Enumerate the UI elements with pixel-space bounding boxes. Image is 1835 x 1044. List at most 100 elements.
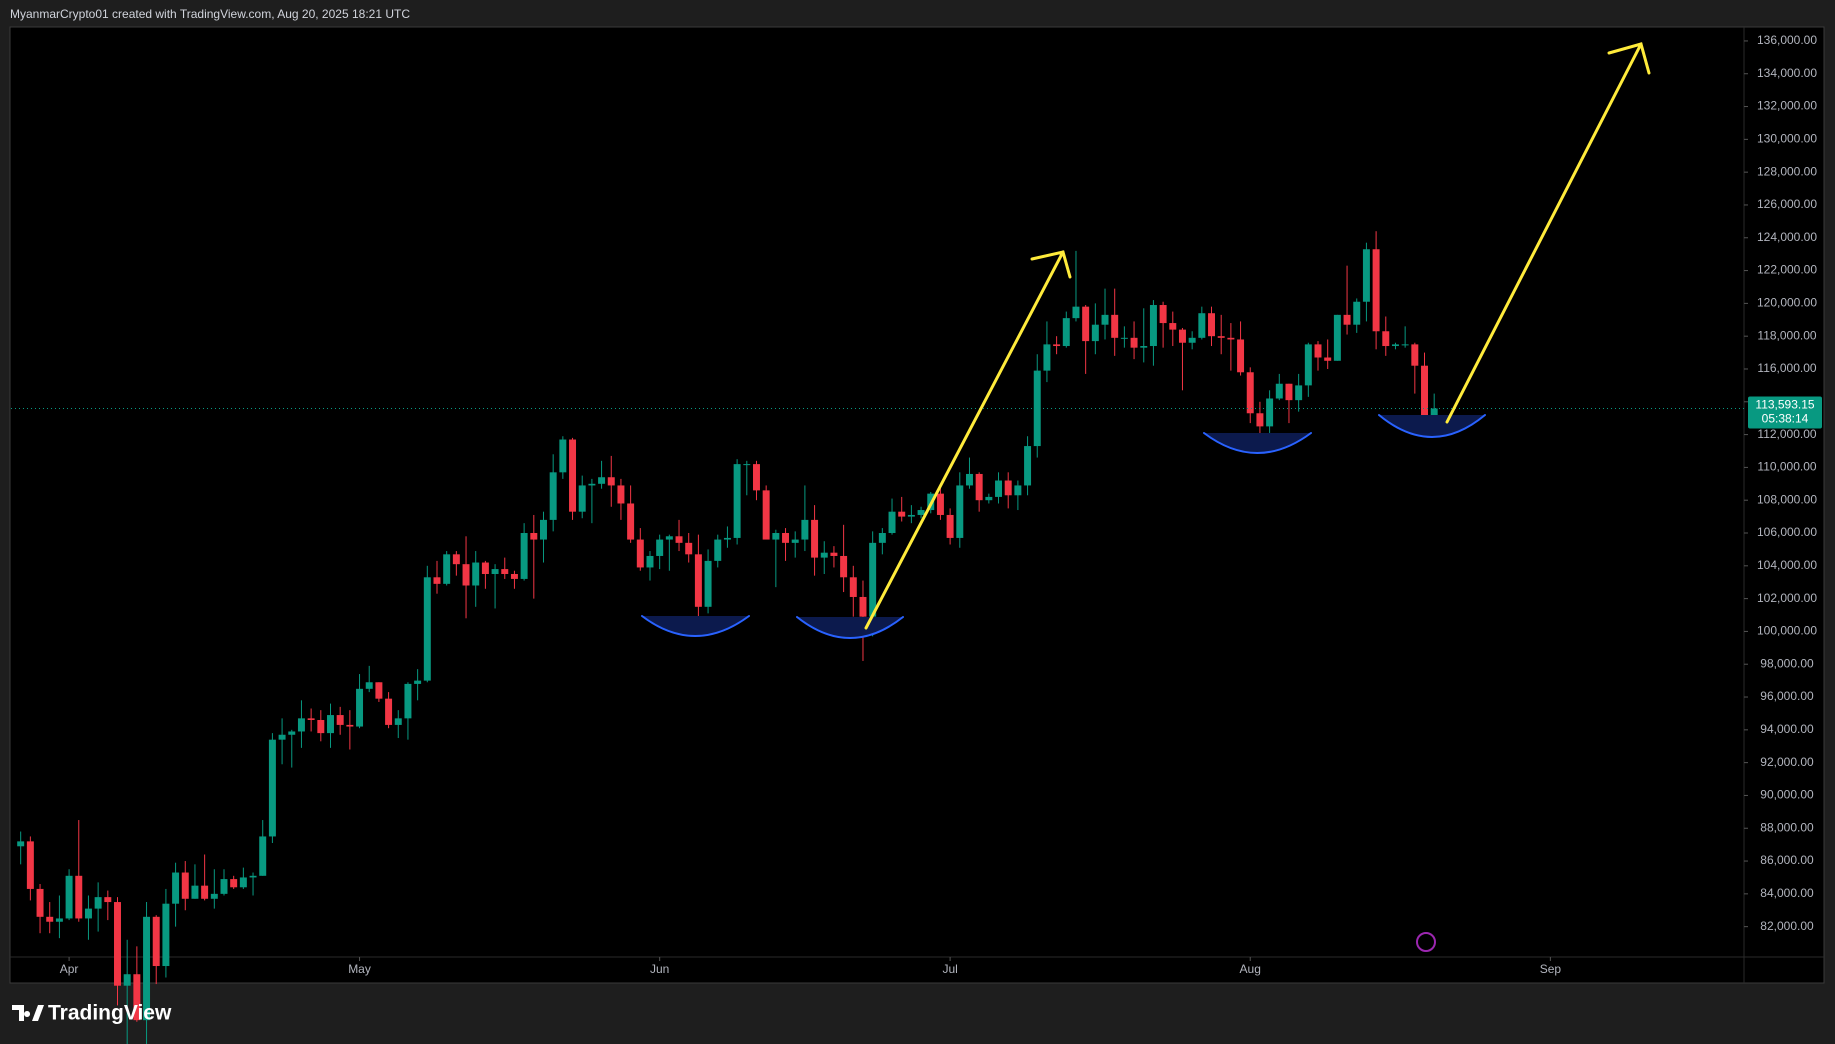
candle-body <box>1091 324 1099 342</box>
candle-body <box>1353 301 1361 325</box>
candle-body <box>1169 323 1177 330</box>
y-tick-label: 98,000.00 <box>1760 656 1814 670</box>
candle-body <box>985 496 993 501</box>
price-label-box <box>1748 396 1822 429</box>
candle-body <box>501 569 509 575</box>
candle-body <box>462 564 470 586</box>
candle-body <box>55 918 63 922</box>
candle-body <box>1120 337 1128 339</box>
candle-body <box>946 514 954 538</box>
plot: 82,000.00 84,000.00 86,000.00 88,000.00 90,0… <box>11 33 1822 1044</box>
candle-body <box>917 510 925 515</box>
candle-body <box>849 577 857 597</box>
candle-body <box>995 480 1003 497</box>
candle-body <box>704 560 712 607</box>
y-tick-label: 90,000.00 <box>1760 788 1814 802</box>
candle-body <box>1343 314 1351 325</box>
candle-body <box>36 888 44 917</box>
candle-body <box>936 493 944 515</box>
alert-icon[interactable] <box>1416 932 1436 952</box>
y-tick-label: 96,000.00 <box>1760 689 1814 703</box>
candle-body <box>114 902 121 986</box>
chart-frame <box>9 26 1825 984</box>
candle-body <box>646 555 654 568</box>
candle-body <box>75 875 83 919</box>
candle-body <box>791 539 799 543</box>
candle-body <box>1266 398 1274 427</box>
candle-body <box>1159 305 1167 324</box>
candle-body <box>220 879 228 894</box>
candle-body <box>423 577 431 681</box>
y-tick-label: 108,000.00 <box>1757 492 1817 506</box>
candle-body <box>346 724 354 727</box>
candle-body <box>452 554 460 565</box>
candle-body <box>578 485 586 512</box>
candle-body <box>249 875 257 878</box>
candle-body <box>1372 249 1380 332</box>
y-tick-label: 130,000.00 <box>1757 132 1817 146</box>
candle-body <box>1304 344 1312 386</box>
candle-body <box>665 536 673 540</box>
candle-body <box>181 872 189 899</box>
candle-body <box>1324 357 1332 361</box>
candle-body <box>297 718 305 732</box>
candle-body <box>307 718 315 720</box>
candle-body <box>143 916 151 1021</box>
y-tick-label: 100,000.00 <box>1757 624 1817 638</box>
candle-body <box>656 539 664 556</box>
candle-body <box>569 439 577 512</box>
candle-body <box>17 841 25 847</box>
candle-body <box>617 485 625 504</box>
candle-body <box>878 533 886 543</box>
candle-body <box>1140 346 1148 348</box>
candle-body <box>733 464 741 538</box>
x-tick-label: Apr <box>60 962 79 976</box>
candle-body <box>1411 344 1419 366</box>
candle-body <box>520 533 528 579</box>
candle-body <box>1024 446 1032 486</box>
y-tick-label: 122,000.00 <box>1757 263 1817 277</box>
candle-body <box>172 872 180 904</box>
y-tick-label: 112,000.00 <box>1757 427 1816 441</box>
header: MyanmarCrypto01 created with TradingView… <box>10 7 410 21</box>
y-tick-label: 86,000.00 <box>1760 853 1814 867</box>
candle-body <box>1401 344 1409 346</box>
candle-body <box>540 519 547 540</box>
candle-body <box>191 885 199 899</box>
candle-body <box>762 490 770 540</box>
candle-body <box>210 893 218 899</box>
candle-body <box>1149 305 1157 347</box>
x-tick-label: Aug <box>1240 962 1261 976</box>
candle-body <box>1198 313 1206 338</box>
candle-body <box>239 877 247 888</box>
highlight-arc <box>796 616 904 639</box>
y-tick-label: 104,000.00 <box>1757 558 1817 572</box>
candle-body <box>1314 344 1322 358</box>
candle-body <box>375 682 383 699</box>
candle-body <box>714 539 722 561</box>
candle-body <box>694 554 702 607</box>
candle-body <box>1362 249 1370 302</box>
candle-body <box>1043 344 1051 371</box>
candle-body <box>65 875 73 919</box>
highlight-arc <box>1378 414 1486 438</box>
candle-body <box>752 464 760 491</box>
candle-body <box>84 908 92 919</box>
y-tick-label: 134,000.00 <box>1757 66 1817 80</box>
candle-body <box>26 841 34 889</box>
y-tick-label: 94,000.00 <box>1760 722 1814 736</box>
candle-body <box>627 503 635 540</box>
candle-body <box>510 574 518 579</box>
y-tick-label: 116,000.00 <box>1757 361 1816 375</box>
candle-body <box>1430 408 1438 420</box>
candle-body <box>230 879 238 888</box>
y-tick-label: 120,000.00 <box>1757 296 1817 310</box>
candle-body <box>840 555 848 578</box>
candle-body <box>1004 480 1012 496</box>
y-tick-label: 128,000.00 <box>1757 164 1817 178</box>
candle-body <box>94 897 102 909</box>
candle-body <box>598 477 606 484</box>
y-tick-label: 110,000.00 <box>1757 460 1816 474</box>
